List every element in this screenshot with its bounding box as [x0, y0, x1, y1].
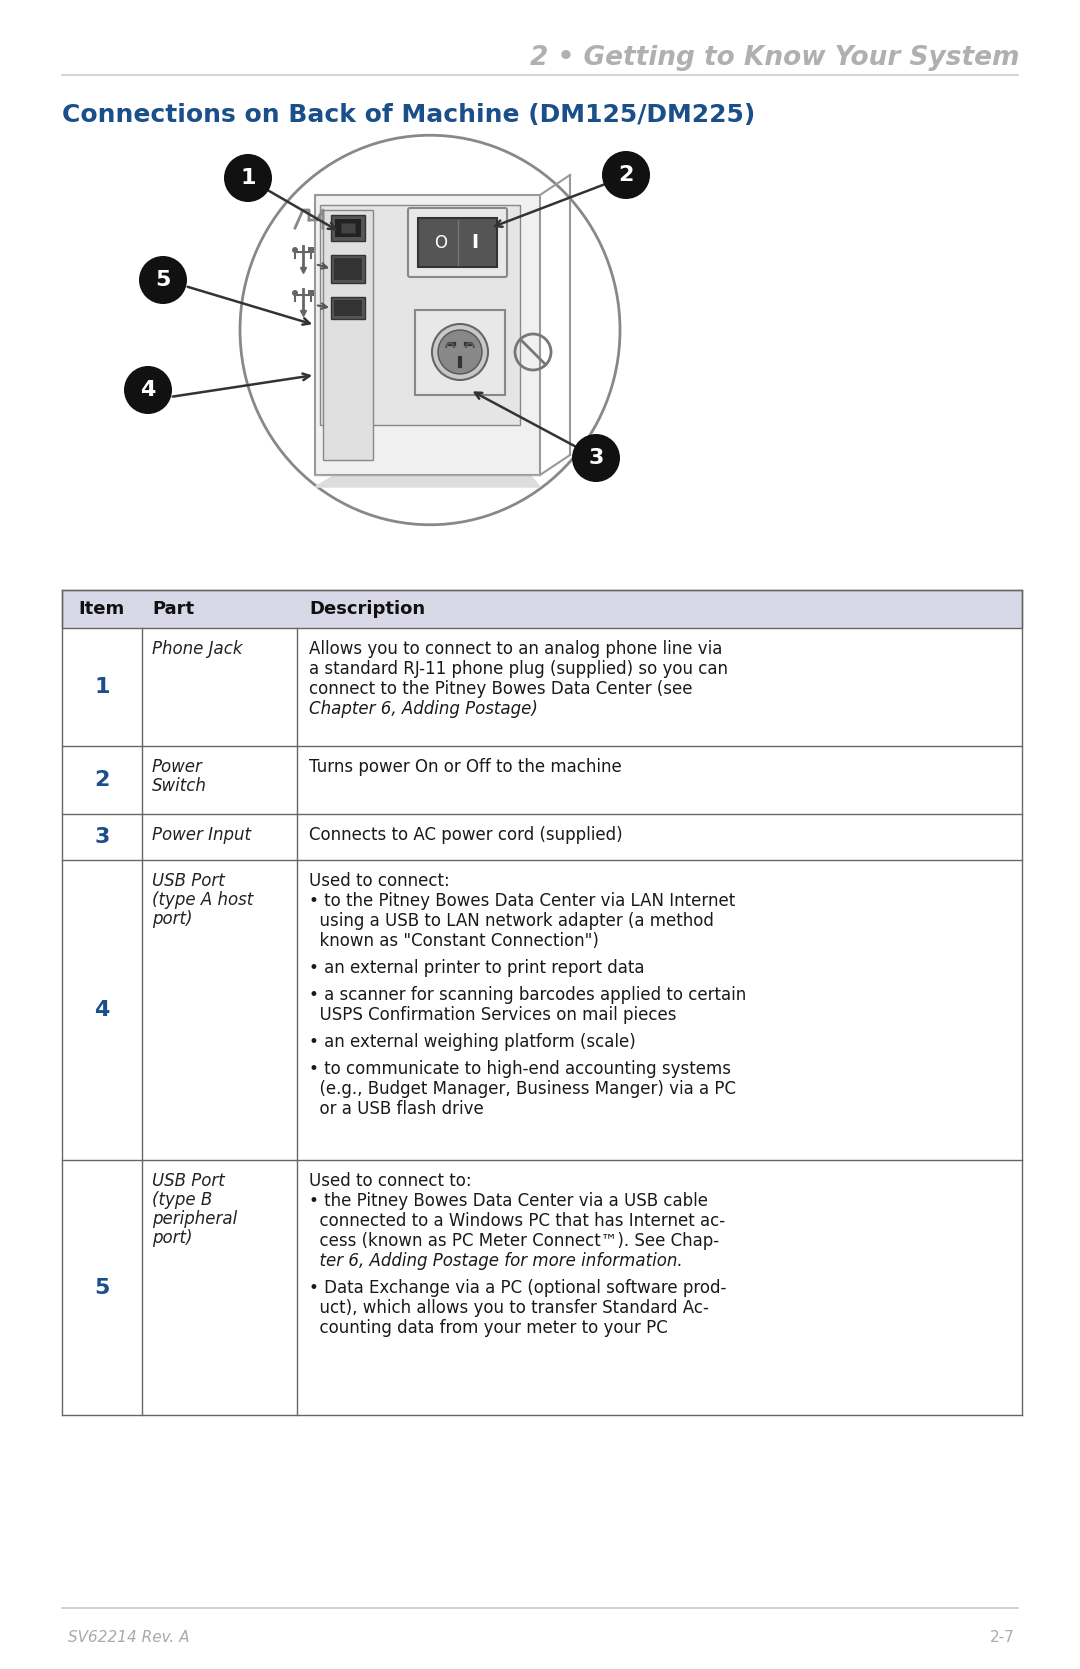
FancyBboxPatch shape — [408, 209, 507, 277]
Text: Power Input: Power Input — [152, 826, 251, 845]
Text: peripheral: peripheral — [152, 1210, 238, 1228]
Text: Allows you to connect to an analog phone line via: Allows you to connect to an analog phone… — [309, 639, 723, 658]
Text: Description: Description — [309, 599, 426, 618]
Bar — [330, 297, 365, 319]
Text: 3: 3 — [589, 447, 604, 467]
Bar — [341, 224, 355, 234]
Bar — [330, 255, 365, 284]
Circle shape — [292, 290, 298, 295]
Text: cess (known as PC Meter Connect™). See Chap-: cess (known as PC Meter Connect™). See C… — [309, 1232, 719, 1250]
Text: counting data from your meter to your PC: counting data from your meter to your PC — [309, 1319, 667, 1337]
Bar — [308, 290, 314, 295]
Bar — [334, 259, 362, 280]
Bar — [323, 210, 373, 461]
Bar — [308, 247, 314, 254]
Circle shape — [438, 330, 482, 374]
Text: (type A host: (type A host — [152, 891, 253, 910]
Text: SV62214 Rev. A: SV62214 Rev. A — [68, 1631, 189, 1646]
Circle shape — [572, 434, 620, 482]
Text: USPS Confirmation Services on mail pieces: USPS Confirmation Services on mail piece… — [309, 1006, 676, 1025]
Text: 2 • Getting to Know Your System: 2 • Getting to Know Your System — [530, 45, 1020, 72]
Text: Used to connect to:: Used to connect to: — [309, 1172, 472, 1190]
Text: a standard RJ-11 phone plug (supplied) so you can: a standard RJ-11 phone plug (supplied) s… — [309, 659, 728, 678]
Text: 5: 5 — [156, 270, 171, 290]
Text: • Data Exchange via a PC (optional software prod-: • Data Exchange via a PC (optional softw… — [309, 1278, 727, 1297]
Text: • to the Pitney Bowes Data Center via LAN Internet: • to the Pitney Bowes Data Center via LA… — [309, 891, 735, 910]
Text: connect to the Pitney Bowes Data Center (see: connect to the Pitney Bowes Data Center … — [309, 679, 692, 698]
Bar — [320, 205, 519, 426]
Bar — [315, 195, 540, 476]
Text: USB Port: USB Port — [152, 871, 225, 890]
Text: Used to connect:: Used to connect: — [309, 871, 449, 890]
Text: 5: 5 — [94, 1277, 110, 1297]
Text: USB Port: USB Port — [152, 1172, 225, 1190]
Text: 4: 4 — [94, 1000, 110, 1020]
Text: Phone Jack: Phone Jack — [152, 639, 243, 658]
Circle shape — [224, 154, 272, 202]
Bar — [415, 310, 505, 396]
Text: • an external weighing platform (scale): • an external weighing platform (scale) — [309, 1033, 636, 1051]
Circle shape — [432, 324, 488, 381]
Text: O: O — [434, 234, 447, 252]
Text: 1: 1 — [94, 678, 110, 698]
Text: Connects to AC power cord (supplied): Connects to AC power cord (supplied) — [309, 826, 623, 845]
Bar — [330, 215, 365, 240]
Text: • an external printer to print report data: • an external printer to print report da… — [309, 960, 645, 976]
Bar — [62, 591, 1022, 628]
Circle shape — [602, 150, 650, 199]
Text: Part: Part — [152, 599, 194, 618]
Text: 3: 3 — [94, 828, 110, 846]
Text: ter 6, Adding Postage for more information.: ter 6, Adding Postage for more informati… — [309, 1252, 683, 1270]
Text: 2-7: 2-7 — [990, 1631, 1015, 1646]
Text: • a scanner for scanning barcodes applied to certain: • a scanner for scanning barcodes applie… — [309, 986, 746, 1005]
Text: 2: 2 — [619, 165, 634, 185]
Text: using a USB to LAN network adapter (a method: using a USB to LAN network adapter (a me… — [309, 911, 714, 930]
Text: uct), which allows you to transfer Standard Ac-: uct), which allows you to transfer Stand… — [309, 1298, 708, 1317]
Text: port): port) — [152, 1228, 192, 1247]
Text: Item: Item — [79, 599, 125, 618]
Text: (e.g., Budget Manager, Business Manger) via a PC: (e.g., Budget Manager, Business Manger) … — [309, 1080, 735, 1098]
Text: Connections on Back of Machine (DM125/DM225): Connections on Back of Machine (DM125/DM… — [62, 103, 755, 127]
Text: Power: Power — [152, 758, 203, 776]
Text: (type B: (type B — [152, 1192, 213, 1208]
Circle shape — [292, 247, 298, 254]
Text: Chapter 6, Adding Postage): Chapter 6, Adding Postage) — [309, 699, 538, 718]
Bar — [334, 300, 362, 315]
Text: known as "Constant Connection"): known as "Constant Connection") — [309, 931, 599, 950]
Text: port): port) — [152, 910, 192, 928]
Circle shape — [124, 366, 172, 414]
Text: 1: 1 — [240, 169, 256, 189]
Text: or a USB flash drive: or a USB flash drive — [309, 1100, 484, 1118]
Text: I: I — [471, 234, 478, 252]
Text: Turns power On or Off to the machine: Turns power On or Off to the machine — [309, 758, 622, 776]
Text: connected to a Windows PC that has Internet ac-: connected to a Windows PC that has Inter… — [309, 1212, 725, 1230]
Text: 2: 2 — [94, 769, 110, 789]
Text: • to communicate to high-end accounting systems: • to communicate to high-end accounting … — [309, 1060, 731, 1078]
Circle shape — [139, 255, 187, 304]
Text: • the Pitney Bowes Data Center via a USB cable: • the Pitney Bowes Data Center via a USB… — [309, 1192, 708, 1210]
Text: Switch: Switch — [152, 778, 207, 794]
Polygon shape — [315, 476, 540, 487]
Bar — [335, 219, 361, 237]
Text: 4: 4 — [140, 381, 156, 401]
Bar — [418, 219, 497, 267]
